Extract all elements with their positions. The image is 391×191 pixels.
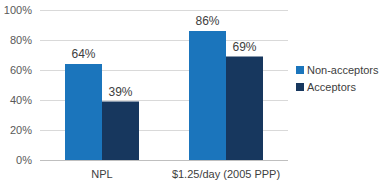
y-tick-label: 0% [16,154,32,166]
legend-swatch [296,66,304,74]
data-label: 69% [232,40,256,54]
category-label: $1.25/day (2005 PPP) [172,168,280,180]
y-tick-label: 80% [10,34,32,46]
y-tick-label: 100% [4,4,32,16]
grid-line [40,160,288,161]
bar [65,64,102,160]
bar [189,31,226,160]
x-axis: NPL $1.25/day (2005 PPP) [40,160,288,180]
data-labels: 64% 39% 86% 69% [71,14,256,99]
grid-line [40,10,288,11]
data-label: 86% [195,14,219,28]
category-label: NPL [91,168,112,180]
legend: Non-acceptors Acceptors [296,64,379,93]
bars [65,31,263,160]
y-tick-label: 20% [10,124,32,136]
data-label: 64% [71,47,95,61]
chart-svg: 0% 20% 40% 60% 80% 100% 64% 39% 86% 69% NPL $1.25/d… [0,0,391,191]
bar [102,102,139,161]
legend-swatch [296,83,304,91]
y-tick-label: 40% [10,94,32,106]
chart-container: 0% 20% 40% 60% 80% 100% 64% 39% 86% 69% NPL $1.25/d… [0,0,391,191]
legend-label: Acceptors [307,81,356,93]
y-axis: 0% 20% 40% 60% 80% 100% [4,4,288,166]
bar [226,57,263,161]
y-tick-label: 60% [10,64,32,76]
legend-label: Non-acceptors [307,64,379,76]
data-label: 39% [108,85,132,99]
x-axis-line [40,160,288,161]
